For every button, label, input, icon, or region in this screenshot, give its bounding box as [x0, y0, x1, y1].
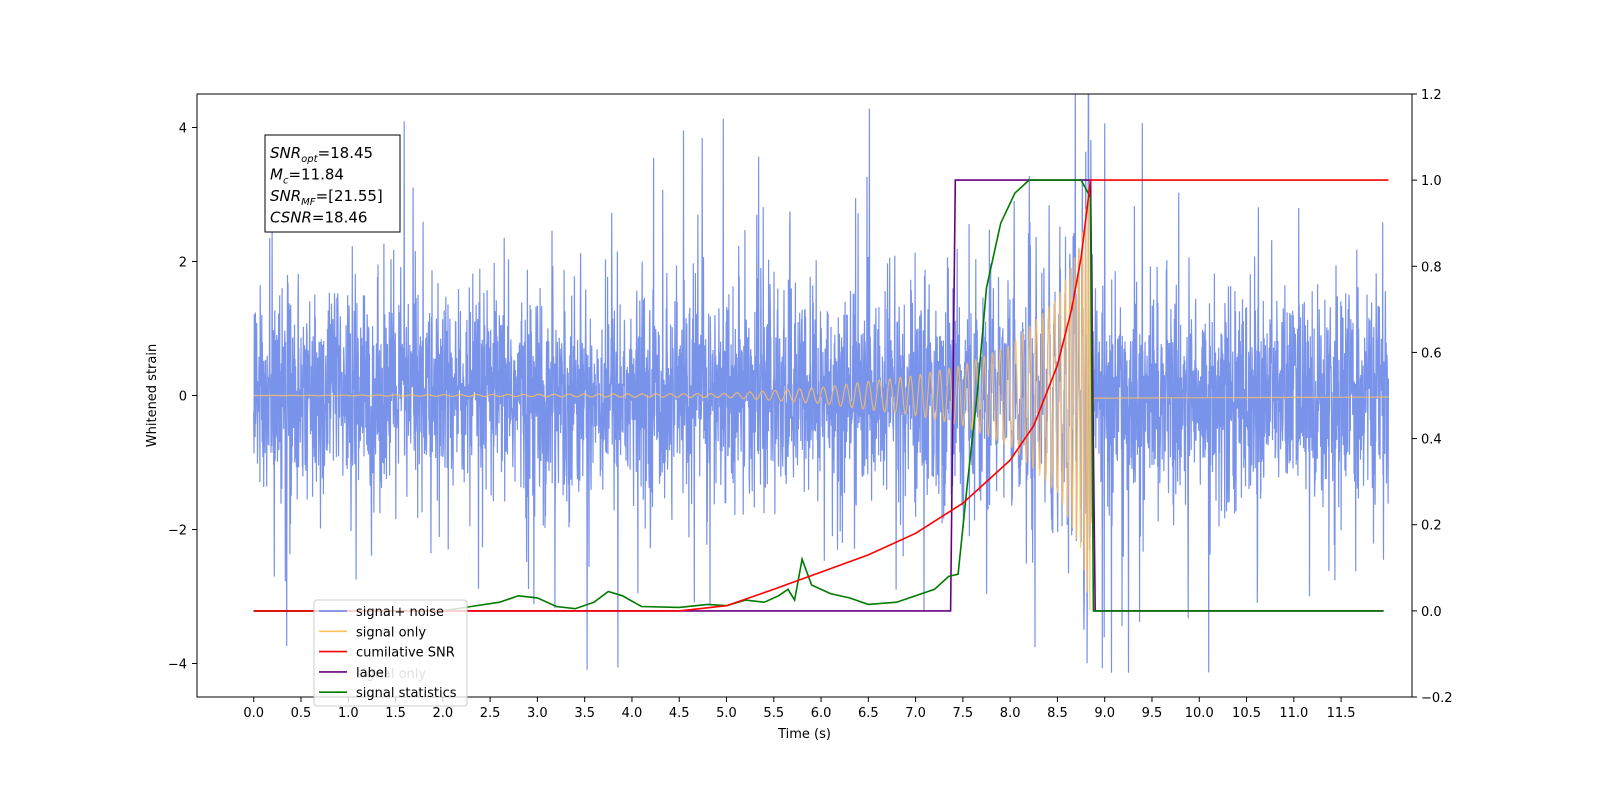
y-tick-label: 2: [179, 256, 187, 271]
y-right-tick-label: 0.8: [1421, 260, 1442, 275]
annotation-line: Mc=11.84: [270, 166, 344, 187]
x-tick-label: 7.5: [953, 706, 974, 721]
legend-entry: cumilative SNR: [356, 646, 455, 661]
x-tick-label: 5.5: [763, 706, 784, 721]
series-line-signal-only: [253, 190, 1389, 610]
y-tick-label: −2: [168, 524, 187, 539]
x-tick-label: 4.5: [669, 706, 690, 721]
legend-entry: signal statistics: [356, 686, 457, 701]
y-right-tick-label: 1.2: [1421, 88, 1442, 103]
x-tick-label: 11.5: [1327, 706, 1356, 721]
x-tick-label: 10.0: [1185, 706, 1214, 721]
x-tick-label: 3.0: [527, 706, 548, 721]
series-line-cumilative-snr: [253, 179, 1389, 612]
annotation-line: SNRopt=18.45: [270, 144, 373, 165]
legend-hidden-entry: signal only: [356, 667, 426, 682]
x-tick-label: 11.0: [1279, 706, 1308, 721]
x-tick-label: 9.0: [1094, 706, 1115, 721]
series-signal-noise: [253, 94, 1389, 673]
annotation-frame: [264, 134, 401, 233]
y-axis-label: Whitened strain: [145, 344, 160, 447]
x-tick-label: 8.5: [1047, 706, 1068, 721]
legend-entry: signal+ noise: [356, 605, 444, 620]
x-tick-label: 2.5: [480, 706, 501, 721]
x-tick-label: 7.0: [905, 706, 926, 721]
series-line-signal-noise: [253, 94, 1389, 673]
y-right-tick-label: 1.0: [1421, 174, 1442, 189]
y-axis-left: −4 −2 0 2 4: [168, 122, 197, 673]
x-tick-label: 3.5: [574, 706, 595, 721]
y-right-tick-label: −0.2: [1421, 691, 1453, 706]
y-right-tick-label: 0.2: [1421, 519, 1442, 534]
y-axis-right: −0.2 0.0 0.2 0.4 0.6 0.8 1.0 1.2: [1412, 88, 1453, 706]
annotation-box: SNRopt=18.45Mc=11.84SNRMF=[21.55]CSNR=18…: [264, 134, 401, 233]
x-axis: 0.0 0.5 1.0 1.5 2.0 2.5 3.0 3.5 4.0 4.5 5.0 5.5 6.0 6…: [243, 697, 1356, 721]
x-tick-label: 0.0: [243, 706, 264, 721]
x-tick-label: 6.5: [858, 706, 879, 721]
x-tick-label: 9.5: [1142, 706, 1163, 721]
x-axis-label: Time (s): [777, 727, 831, 742]
annotation-line: CSNR=18.46: [270, 209, 367, 227]
series-signal-only: [253, 190, 1389, 610]
y-right-tick-label: 0.6: [1421, 346, 1442, 361]
y-tick-label: 0: [179, 390, 187, 405]
x-tick-label: 4.0: [622, 706, 643, 721]
x-tick-label: 8.0: [1000, 706, 1021, 721]
y-right-tick-label: 0.4: [1421, 433, 1442, 448]
legend-frame: [313, 599, 468, 707]
x-tick-label: 10.5: [1232, 706, 1261, 721]
x-tick-label: 5.0: [716, 706, 737, 721]
y-tick-label: 4: [179, 122, 187, 137]
x-tick-label: 1.0: [338, 706, 359, 721]
x-tick-label: 1.5: [385, 706, 406, 721]
x-tick-label: 2.0: [432, 706, 453, 721]
y-tick-label: −4: [168, 658, 187, 673]
legend: signal only signal+ noise signal only cumil…: [313, 599, 468, 707]
y-right-tick-label: 0.0: [1421, 605, 1442, 620]
series-cumilative-snr: [253, 179, 1389, 612]
annotation-line: SNRMF=[21.55]: [270, 187, 383, 208]
x-tick-label: 0.5: [291, 706, 312, 721]
legend-entry: label: [356, 666, 387, 681]
legend-entry: signal only: [356, 625, 426, 640]
x-tick-label: 6.0: [811, 706, 832, 721]
